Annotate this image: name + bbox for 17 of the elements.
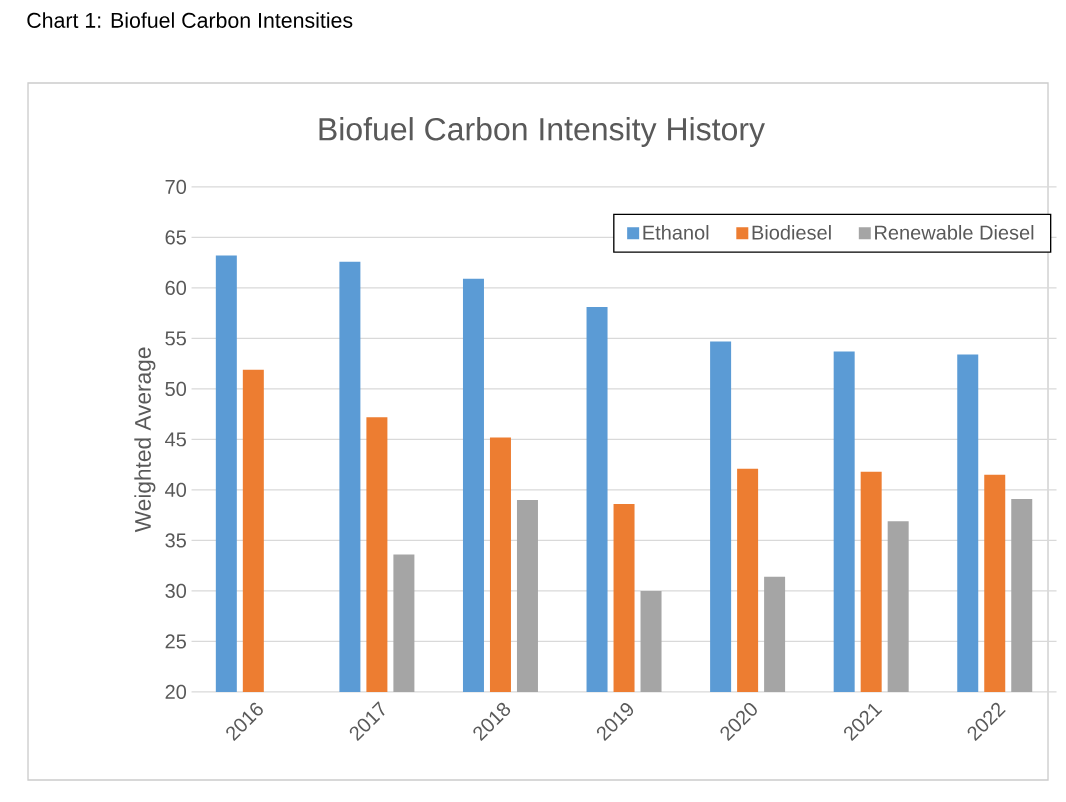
legend-label: Biodiesel (752, 225, 831, 240)
y-tick-label: 20 (165, 684, 187, 699)
legend-label: Renewable Diesel (875, 225, 1034, 240)
y-tick-label: 40 (165, 482, 187, 497)
y-tick-label: 55 (165, 331, 186, 346)
legend-label: Ethanol (643, 225, 709, 240)
y-tick-label: 70 (165, 179, 187, 194)
y-tick-label: 35 (165, 533, 186, 548)
y-tick-label: 60 (165, 280, 187, 295)
chart-title: Biofuel Carbon Intensity History (319, 117, 765, 147)
y-axis-title: Weighted Average (134, 347, 156, 533)
y-tick-label: 50 (165, 381, 187, 396)
y-tick-label: 65 (165, 230, 186, 245)
y-tick-label: 45 (165, 432, 186, 447)
caption: Chart 1: Biofuel Carbon Intensities (27, 12, 353, 28)
y-tick-label: 30 (165, 583, 187, 598)
y-tick-label: 25 (165, 634, 186, 649)
